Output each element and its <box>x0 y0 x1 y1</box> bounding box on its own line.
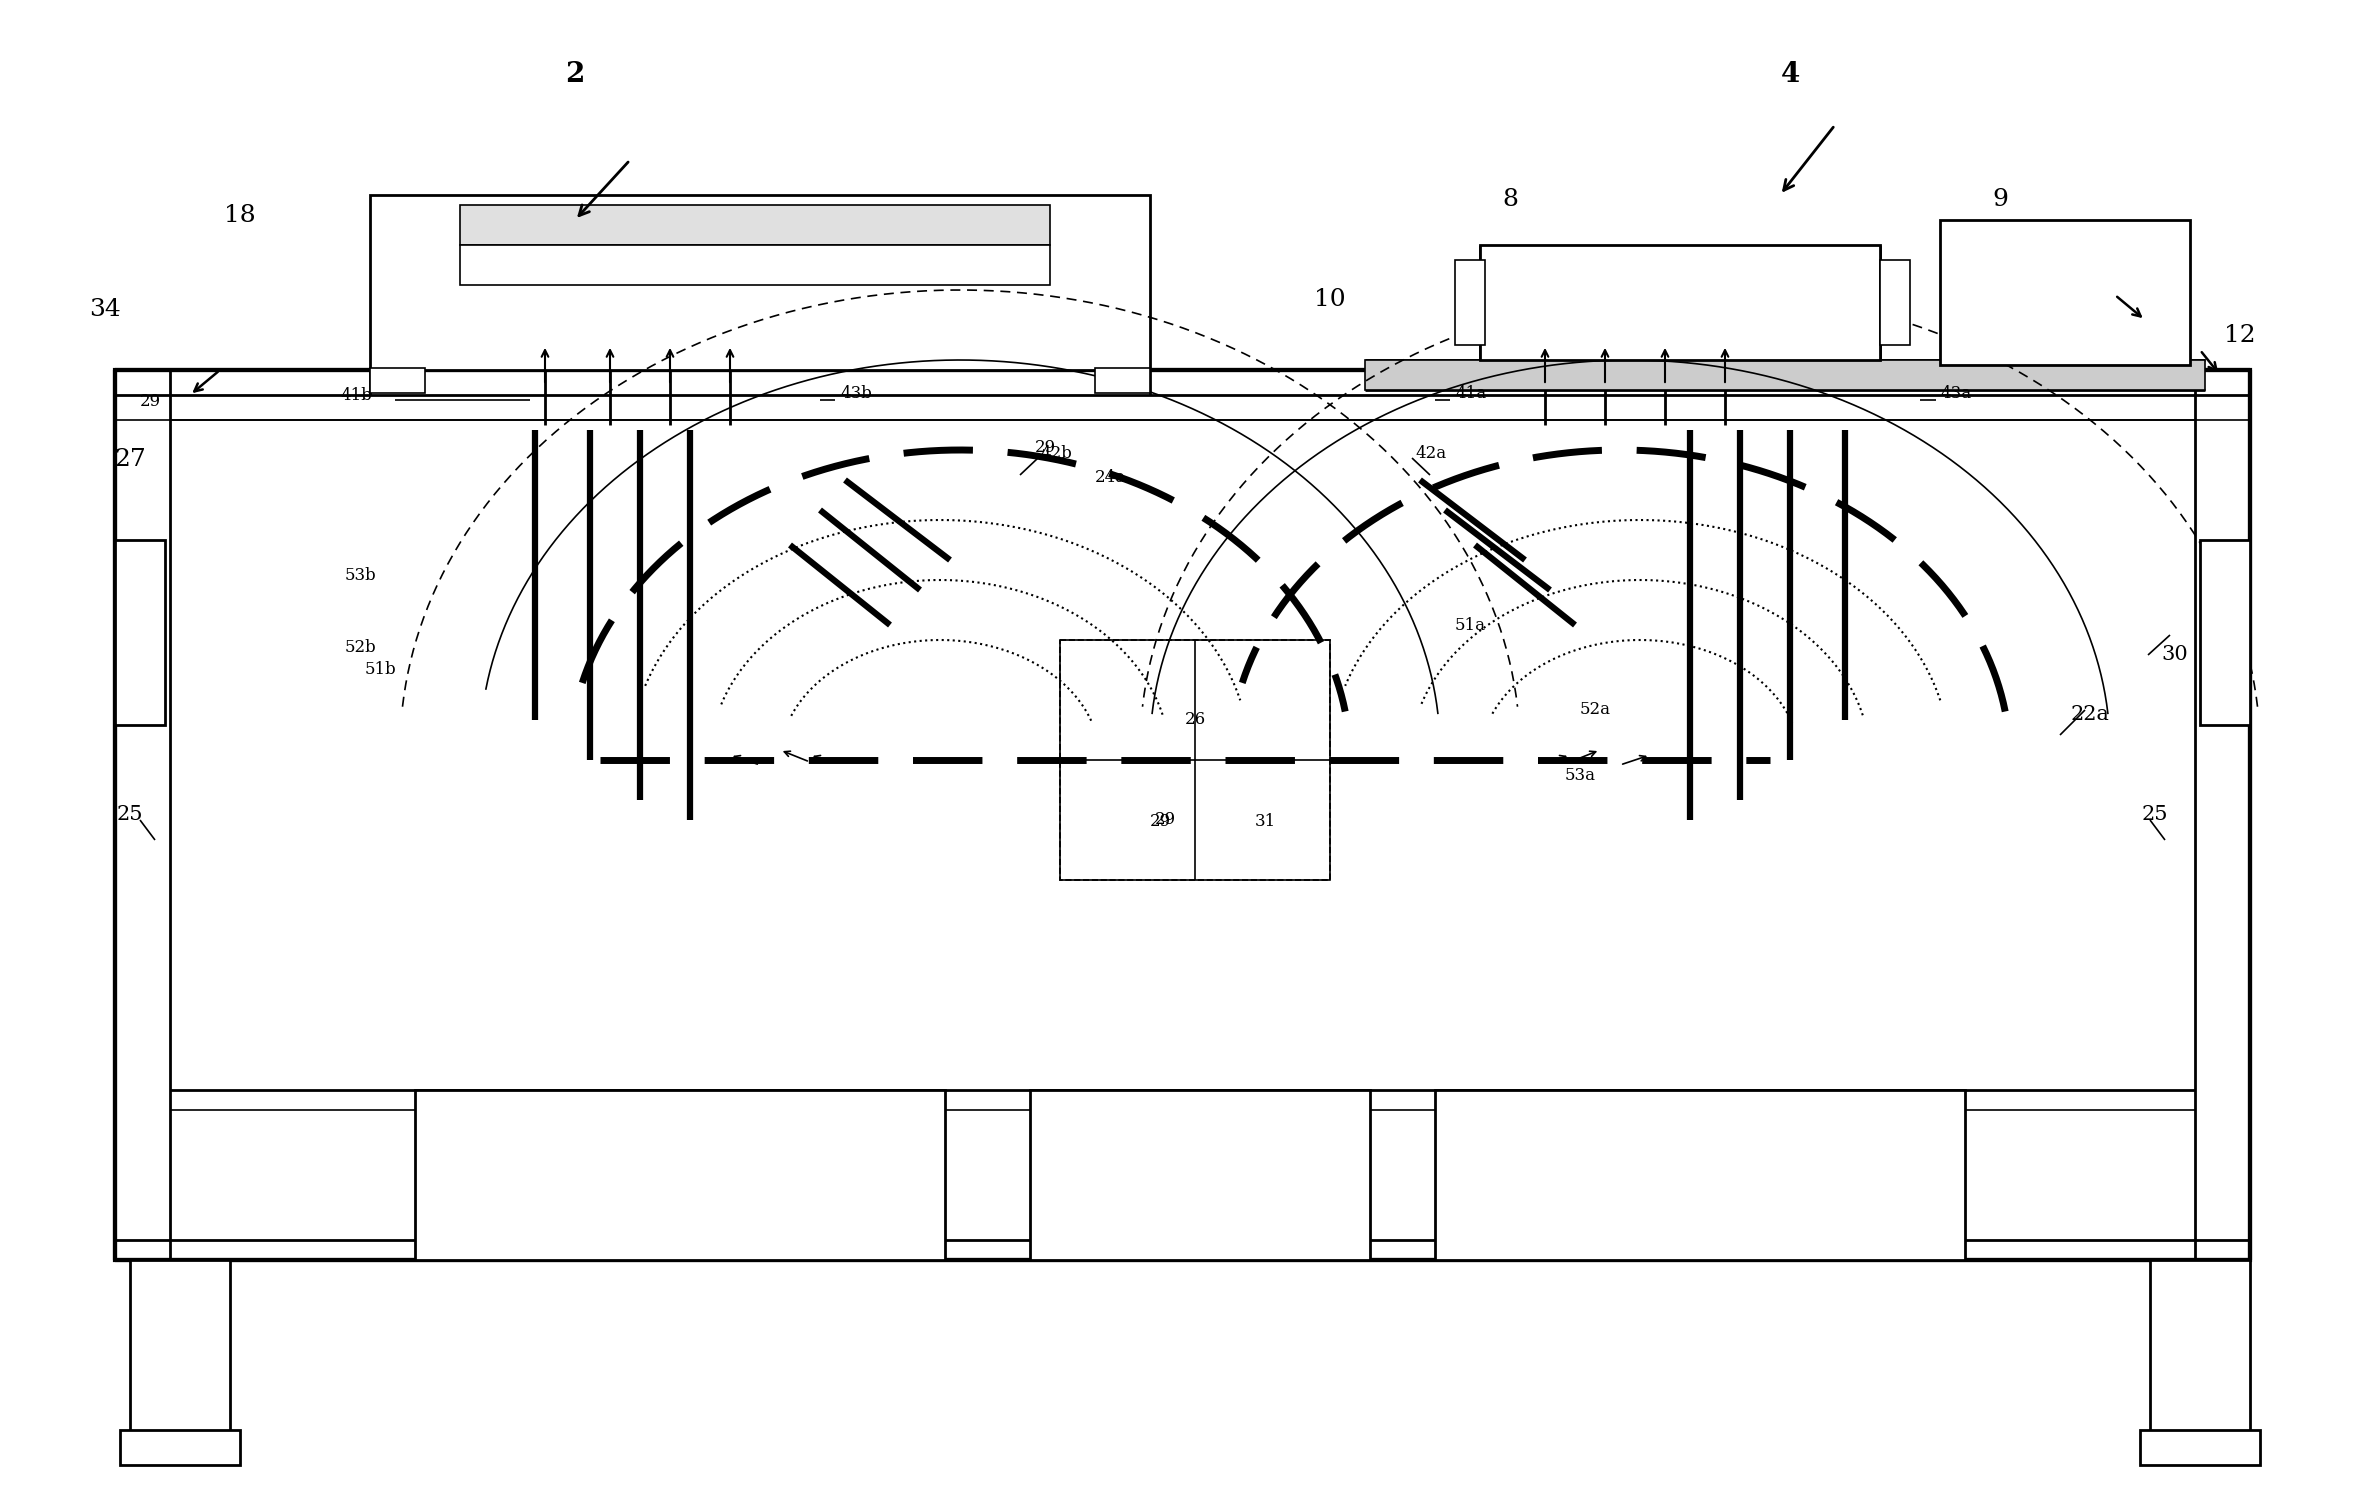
Bar <box>2141 1430 2260 1466</box>
Bar <box>1060 640 1331 880</box>
Bar <box>114 540 164 725</box>
Text: 25: 25 <box>116 805 143 825</box>
Text: 41a: 41a <box>1454 385 1485 401</box>
Text: 29: 29 <box>140 394 162 410</box>
Bar <box>371 195 1150 370</box>
Text: 9: 9 <box>1991 188 2008 212</box>
Bar <box>2200 540 2250 725</box>
Bar <box>461 204 1050 245</box>
Text: 22a: 22a <box>2069 705 2110 725</box>
Text: 43b: 43b <box>841 385 872 401</box>
Bar <box>1879 259 1910 344</box>
Text: 29: 29 <box>1150 814 1171 830</box>
Bar <box>1095 368 1150 394</box>
Text: 51a: 51a <box>1454 616 1485 634</box>
Bar <box>1939 221 2191 365</box>
Text: 4: 4 <box>1780 61 1799 88</box>
Text: 43a: 43a <box>1939 385 1972 401</box>
Bar <box>1060 640 1331 880</box>
Text: 29: 29 <box>2200 586 2222 604</box>
Text: 52b: 52b <box>345 640 378 656</box>
Bar <box>2150 1260 2250 1440</box>
Text: 31: 31 <box>1255 814 1276 830</box>
Text: 29: 29 <box>1155 811 1176 829</box>
Bar <box>371 368 425 394</box>
Text: 25: 25 <box>2141 805 2169 825</box>
Text: 12: 12 <box>2224 324 2255 346</box>
Text: 52a: 52a <box>1580 701 1611 719</box>
Text: 41b: 41b <box>340 386 373 404</box>
Text: 42b: 42b <box>1041 444 1072 462</box>
Text: 8: 8 <box>1502 188 1518 212</box>
Text: 32: 32 <box>2105 283 2136 307</box>
Text: 53a: 53a <box>1566 766 1597 783</box>
Text: 2: 2 <box>565 61 584 88</box>
Text: 51b: 51b <box>366 662 397 678</box>
Bar <box>1435 1090 1965 1260</box>
Bar <box>461 245 1050 285</box>
Bar <box>1454 259 1485 344</box>
Bar <box>1364 359 2205 391</box>
Bar <box>1480 245 1879 359</box>
Text: 34: 34 <box>90 298 121 322</box>
Text: 29: 29 <box>1034 438 1055 455</box>
Text: 27: 27 <box>114 449 145 471</box>
Text: 10: 10 <box>1314 288 1345 312</box>
Text: 53b: 53b <box>345 567 378 583</box>
Text: 30: 30 <box>2162 646 2188 665</box>
Bar <box>131 1260 230 1440</box>
Text: 42a: 42a <box>1416 444 1447 462</box>
Text: 26: 26 <box>1186 711 1205 729</box>
Bar <box>114 370 2250 1260</box>
Bar <box>416 1090 946 1260</box>
Text: 24a: 24a <box>1095 468 1126 486</box>
Bar <box>121 1430 240 1466</box>
Text: 18: 18 <box>223 203 257 227</box>
Bar <box>1031 1090 1371 1260</box>
